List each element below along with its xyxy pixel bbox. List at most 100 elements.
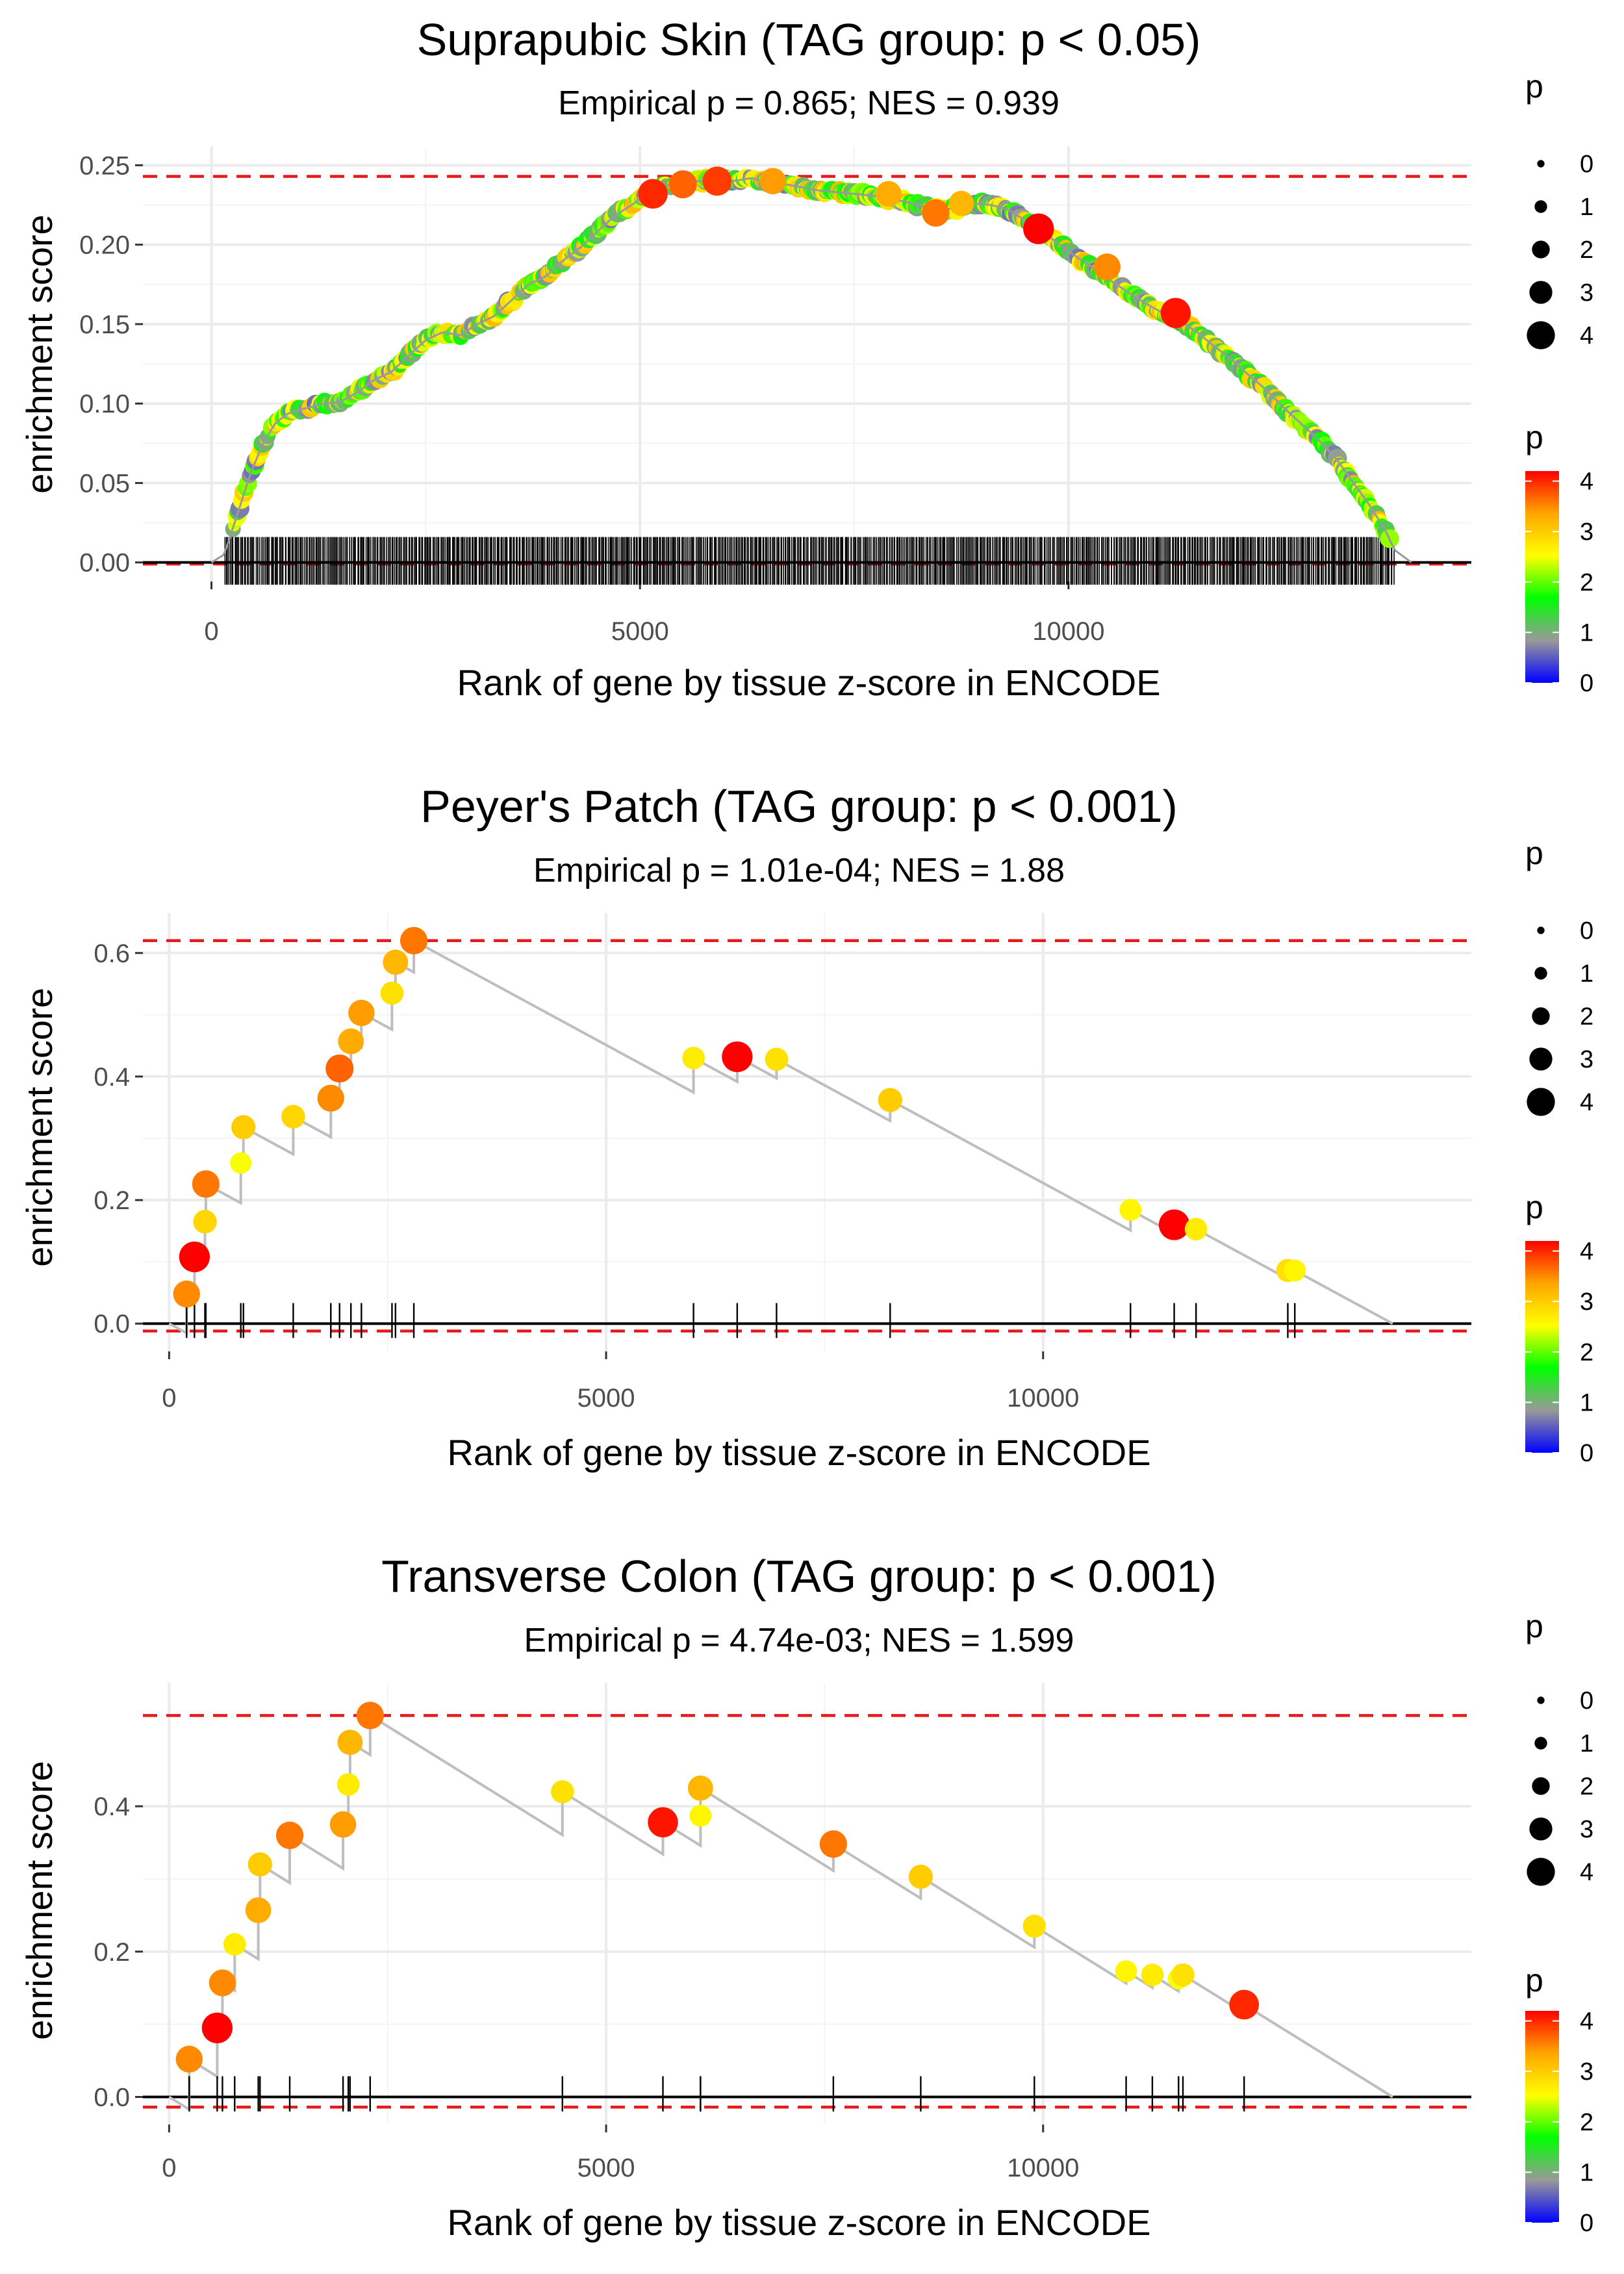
legend-color-title: p (1525, 1962, 1543, 1999)
gene-point (192, 1170, 220, 1198)
y-tick-label: 0.2 (94, 1186, 130, 1215)
legend-color-label: 1 (1580, 1389, 1593, 1416)
legend-size-title: p (1525, 1608, 1543, 1644)
legend-size-label: 4 (1580, 1089, 1593, 1116)
legend-color: p 4 3 2 1 0 (1525, 1189, 1593, 1467)
gene-point (317, 1084, 344, 1112)
x-tick-label: 0 (162, 1384, 176, 1412)
y-tick-label: 0.20 (79, 231, 130, 260)
gene-point (400, 926, 428, 954)
legend-color-label: 2 (1580, 2109, 1593, 2136)
x-tick-label: 10000 (1007, 2154, 1079, 2182)
gene-point-highlight (759, 168, 787, 195)
legend-size-label: 2 (1580, 1003, 1593, 1030)
legend-size-label: 0 (1580, 1687, 1593, 1715)
legend-color: p 4 3 2 1 0 (1525, 419, 1593, 697)
gene-point-highlight (1160, 298, 1191, 328)
gene-point (338, 1028, 364, 1054)
legend-size-label: 3 (1580, 279, 1593, 307)
legend-size-dot (1537, 926, 1545, 934)
gene-point-highlight (1023, 213, 1054, 244)
gene-point (1284, 1259, 1306, 1282)
y-tick-label: 0.25 (79, 151, 130, 180)
legend-size-dot (1529, 1047, 1553, 1071)
chart-panel-suprapubic-skin: Suprapubic Skin (TAG group: p < 0.05) Em… (19, 14, 1593, 703)
gene-point (765, 1047, 789, 1071)
gene-point (336, 1773, 360, 1796)
gene-point-highlight (875, 181, 902, 207)
gene-point (1141, 1963, 1164, 1986)
y-tick-label: 0.15 (79, 311, 130, 339)
x-tick-label: 5000 (577, 1384, 635, 1412)
legend-size-label: 3 (1580, 1046, 1593, 1073)
plot-background (143, 913, 1471, 1351)
legend-size-dot (1529, 281, 1553, 304)
legend-size-label: 1 (1580, 960, 1593, 988)
gene-point (908, 1865, 933, 1889)
gene-point (173, 1280, 200, 1308)
x-tick-label: 5000 (611, 617, 669, 646)
legend-size-label: 4 (1580, 322, 1593, 350)
gene-point (687, 1775, 713, 1801)
legend-colorbar (1525, 1241, 1559, 1453)
x-tick-label: 10000 (1032, 617, 1104, 646)
gene-point-highlight (922, 199, 950, 227)
chart-subtitle: Empirical p = 4.74e-03; NES = 1.599 (524, 1622, 1074, 1659)
y-tick-label: 0.2 (94, 1938, 130, 1967)
gene-point (878, 1088, 902, 1112)
legend-color-label: 4 (1580, 1238, 1593, 1266)
gene-point (682, 1047, 705, 1069)
y-axis-title: enrichment score (19, 214, 60, 494)
chart-panel-transverse-colon: Transverse Colon (TAG group: p < 0.001) … (19, 1551, 1593, 2243)
legend-color-label: 0 (1580, 1440, 1593, 1467)
gene-point (231, 1115, 256, 1140)
legend-color-label: 2 (1580, 1339, 1593, 1366)
legend-size-dot (1534, 967, 1547, 980)
legend-size-label: 1 (1580, 194, 1593, 221)
gene-point (819, 1830, 847, 1858)
legend-size-dot (1537, 1696, 1545, 1704)
gene-point (722, 1041, 753, 1073)
gene-point-highlight (668, 170, 697, 199)
gene-point (247, 1852, 272, 1877)
gene-point (193, 1210, 217, 1234)
gene-point (275, 1821, 304, 1849)
gene-point (1115, 1960, 1137, 1982)
gene-point (281, 1105, 305, 1129)
chart-subtitle: Empirical p = 1.01e-04; NES = 1.88 (533, 852, 1065, 889)
gene-point (201, 2012, 233, 2043)
legend-size-dot (1537, 160, 1545, 168)
gene-point (689, 1804, 712, 1827)
legend-size-dot (1527, 1088, 1555, 1116)
chart-title: Transverse Colon (TAG group: p < 0.001) (381, 1551, 1217, 1602)
legend-color-label: 4 (1580, 2008, 1593, 2036)
legend-color-title: p (1525, 1189, 1543, 1225)
y-tick-label: 0.4 (94, 1063, 130, 1092)
chart-subtitle: Empirical p = 0.865; NES = 0.939 (558, 84, 1059, 122)
y-axis-title: enrichment score (19, 1761, 60, 2040)
legend-size-label: 1 (1580, 1730, 1593, 1757)
x-tick-label: 5000 (577, 2154, 635, 2182)
y-tick-label: 0.0 (94, 1310, 130, 1338)
gene-point (1119, 1199, 1142, 1221)
plot-background (143, 1683, 1471, 2125)
x-axis-title: Rank of gene by tissue z-score in ENCODE (447, 1432, 1150, 1473)
x-tick-label: 0 (162, 2154, 176, 2182)
legend-color-label: 1 (1580, 2159, 1593, 2186)
y-tick-label: 0.4 (94, 1793, 130, 1821)
legend-size-label: 3 (1580, 1816, 1593, 1843)
gene-point-highlight (702, 166, 732, 196)
legend-size-label: 4 (1580, 1859, 1593, 1886)
legend-size-dot (1532, 1007, 1550, 1025)
gene-point (1158, 1209, 1190, 1240)
plot-area: 0.0 0.2 0.4 0.6 0 5000 10000 (94, 913, 1471, 1412)
legend-size-dot (1534, 200, 1547, 213)
gene-point-highlight (638, 179, 668, 209)
legend-size-dot (1529, 1817, 1553, 1841)
legend-size-label: 0 (1580, 151, 1593, 178)
gene-point (1229, 1989, 1259, 2020)
x-axis-title: Rank of gene by tissue z-score in ENCODE (447, 2202, 1150, 2243)
gene-point (1022, 1914, 1047, 1938)
gene-point-highlight (948, 190, 974, 216)
